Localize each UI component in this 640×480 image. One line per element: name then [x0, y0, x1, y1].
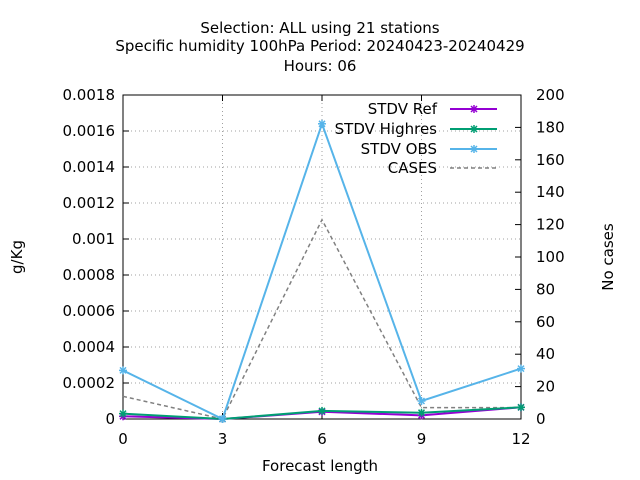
title-line-3: Hours: 06 [284, 57, 357, 75]
legend-label: STDV Ref [368, 100, 438, 118]
data-point [517, 403, 525, 412]
legend-marker [470, 125, 478, 133]
y2-tick-label: 0 [536, 410, 546, 428]
grid [123, 95, 521, 419]
y-tick-label: 0.0018 [63, 86, 116, 104]
x-tick-label: 0 [118, 430, 128, 448]
y-tick-label: 0.0016 [63, 122, 116, 140]
data-point [218, 415, 227, 423]
y-tick-label: 0 [105, 410, 115, 428]
series-group [119, 119, 525, 423]
y-tick-label: 0.0012 [63, 194, 116, 212]
data-point [417, 397, 426, 405]
legend-item: STDV Ref [368, 100, 497, 118]
y2-axis: 0 20 40 60 80 100 120 140 160 180 200 [515, 86, 565, 428]
y2-tick-label: 120 [536, 216, 565, 234]
x-tick-label: 6 [317, 430, 327, 448]
data-point [318, 406, 326, 415]
chart-title: Selection: ALL using 21 stations Specifi… [115, 19, 524, 75]
legend-item: STDV Highres [335, 120, 497, 138]
y2-tick-label: 20 [536, 378, 555, 396]
legend-label: STDV OBS [361, 140, 437, 158]
legend-marker [470, 145, 478, 153]
y-tick-label: 0.0004 [63, 338, 116, 356]
y2-tick-label: 60 [536, 313, 555, 331]
y2-tick-label: 160 [536, 151, 565, 169]
y-tick-label: 0.0014 [63, 158, 116, 176]
y2-tick-label: 100 [536, 248, 565, 266]
y-tick-label: 0.001 [72, 230, 115, 248]
title-line-2: Specific humidity 100hPa Period: 2024042… [115, 37, 524, 55]
series-line [122, 218, 521, 420]
data-point [417, 408, 426, 417]
x-tick-label: 9 [417, 430, 427, 448]
x-tick-label: 3 [218, 430, 228, 448]
y-tick-label: 0.0008 [63, 266, 116, 284]
legend-item: CASES [388, 159, 497, 177]
data-point [119, 366, 127, 375]
x-tick-label: 12 [511, 430, 530, 448]
y-axis-label: g/Kg [8, 240, 26, 274]
y-axis: 0 0.0002 0.0004 0.0006 0.0008 0.001 0.0012 0.00… [63, 86, 129, 428]
y2-tick-label: 200 [536, 86, 565, 104]
data-point [318, 119, 326, 128]
y2-tick-label: 80 [536, 280, 555, 298]
x-axis-label: Forecast length [262, 457, 378, 475]
y-tick-label: 0.0006 [63, 302, 116, 320]
y2-axis-label: No cases [599, 223, 617, 291]
title-line-1: Selection: ALL using 21 stations [200, 19, 439, 37]
series-cases [122, 218, 521, 420]
series-stdv-highres [119, 403, 525, 423]
data-point [517, 364, 525, 373]
x-axis: 0 3 6 9 12 [118, 95, 531, 448]
legend-label: CASES [388, 159, 437, 177]
y2-tick-label: 140 [536, 183, 565, 201]
data-point [119, 409, 127, 418]
y-tick-label: 0.0002 [63, 374, 116, 392]
legend-item: STDV OBS [361, 140, 497, 158]
series-stdv-obs [119, 119, 525, 423]
legend-marker [470, 105, 478, 113]
legend-label: STDV Highres [335, 120, 438, 138]
y2-tick-label: 40 [536, 345, 555, 363]
y2-tick-label: 180 [536, 118, 565, 136]
